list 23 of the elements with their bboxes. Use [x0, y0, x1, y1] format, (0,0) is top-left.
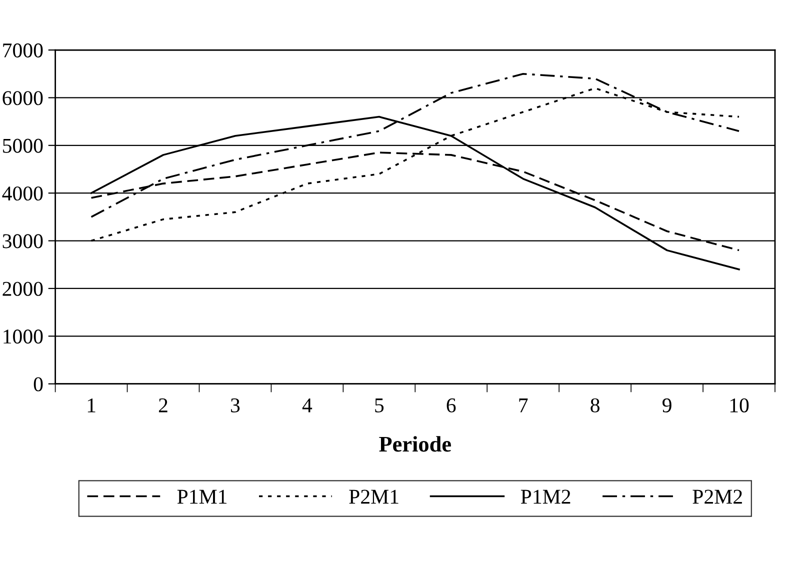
x-tick-label: 2	[158, 398, 168, 412]
legend-label: P1M2	[520, 490, 570, 504]
y-tick-label: 7000	[3, 43, 43, 58]
legend-label: P2M1	[349, 490, 398, 504]
y-tick-label: 3000	[2, 234, 43, 248]
x-tick-label: 8	[590, 398, 600, 412]
x-tick-label: 5	[375, 398, 384, 412]
y-tick-label: 1000	[4, 330, 43, 344]
legend-label: P1M1	[177, 490, 226, 504]
y-tick-label: 6000	[2, 91, 43, 106]
x-tick-label: 7	[519, 398, 528, 412]
x-axis-title: Periode	[379, 436, 451, 452]
y-tick-label: 0	[34, 377, 43, 392]
y-tick-label: 4000	[2, 186, 43, 201]
x-tick-label: 4	[302, 398, 312, 412]
legend-label: P2M2	[692, 490, 742, 504]
x-tick-label: 9	[662, 398, 672, 412]
x-tick-label: 6	[446, 398, 456, 412]
y-tick-label: 5000	[3, 138, 43, 153]
y-tick-label: 2000	[2, 282, 43, 296]
x-tick-label: 3	[231, 398, 240, 412]
x-tick-label: 10	[730, 398, 749, 412]
x-tick-label: 1	[88, 398, 96, 412]
